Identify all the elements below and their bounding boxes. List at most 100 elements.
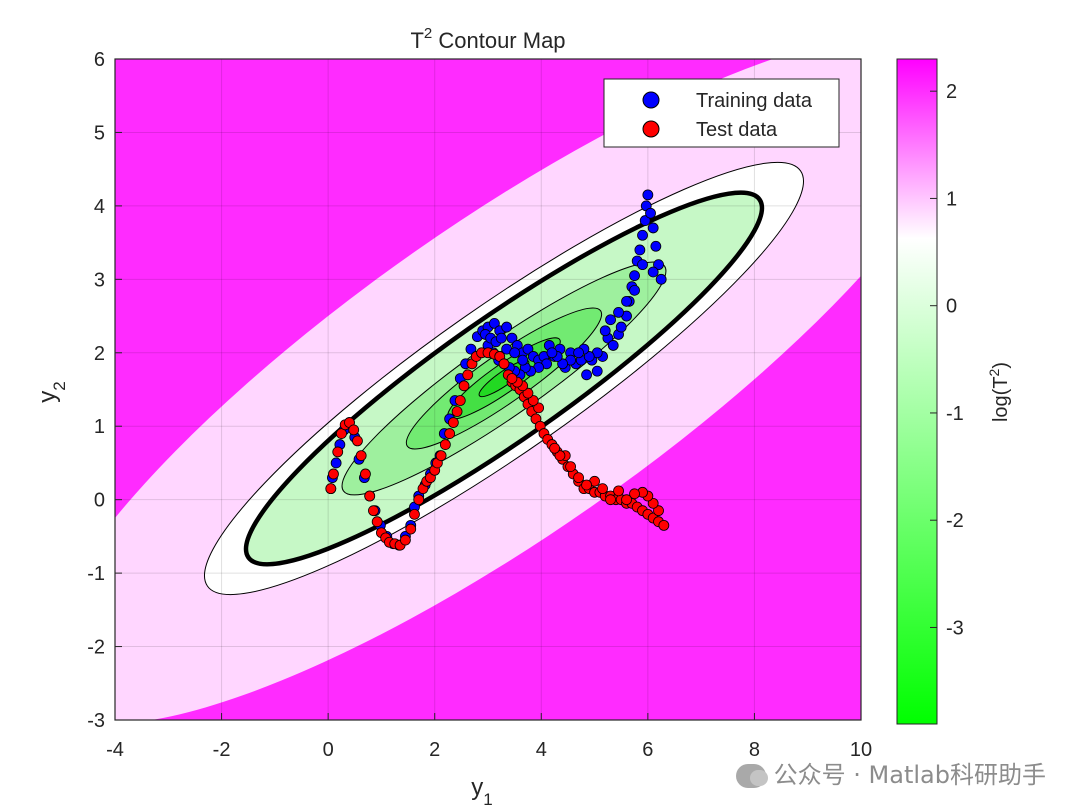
colorbar-tick-labels: 2 1 0 -1 -2 -3: [930, 81, 964, 639]
colorbar-tick-label: 1: [946, 188, 957, 210]
y-tick-label: -2: [87, 637, 105, 659]
test-point: [549, 442, 561, 454]
test-point: [522, 387, 534, 399]
legend-box: [603, 78, 840, 148]
y-tick-label: 4: [94, 196, 105, 218]
test-point: [658, 519, 670, 531]
training-point: [599, 325, 611, 337]
series-test: [325, 347, 670, 551]
test-point: [352, 435, 363, 447]
test-point: [613, 485, 624, 497]
test-point: [444, 428, 456, 439]
test-point: [653, 505, 664, 517]
title-superscript: 2: [424, 25, 432, 42]
x-tick-labels: -4 -2 0 2 4 6 8 10: [106, 739, 872, 761]
training-point: [506, 332, 518, 344]
legend-label-test: Test data: [696, 119, 778, 141]
test-point: [332, 446, 344, 458]
test-point: [573, 472, 584, 484]
test-point: [371, 516, 383, 528]
watermark: 公众号 · Matlab科研助手: [735, 755, 1046, 790]
y-tick-label: 5: [94, 122, 105, 144]
training-point: [650, 240, 662, 252]
test-point: [413, 494, 425, 506]
test-point: [458, 380, 470, 392]
test-point: [581, 479, 592, 491]
test-point: [328, 468, 339, 480]
training-point: [605, 314, 616, 326]
test-point: [405, 523, 417, 535]
training-point: [613, 306, 624, 318]
training-point: [642, 189, 654, 201]
y-tick-label: 6: [94, 49, 105, 71]
training-point: [634, 244, 646, 256]
y-tick-label: 3: [94, 269, 105, 291]
axes-box: [114, 58, 862, 721]
training-point: [517, 354, 529, 366]
y-axis-label-subscript: 2: [50, 381, 69, 390]
training-point: [629, 284, 640, 296]
legend-label-training: Training data: [696, 90, 813, 112]
title-main: T: [410, 28, 423, 53]
x-tick-label: -4: [106, 739, 124, 761]
y-tick-label: 2: [94, 343, 105, 365]
test-point: [565, 461, 576, 473]
training-point: [621, 295, 632, 307]
chart-title: T2 Contour Map: [410, 25, 565, 53]
wechat-icon: [735, 764, 768, 788]
test-point: [409, 508, 420, 520]
y-tick-label: -3: [87, 710, 105, 732]
y-tick-labels: -3 -2 -1 0 1 2 3 4 5 6: [87, 49, 105, 732]
x-axis-label-subscript: 1: [483, 790, 492, 809]
colorbar-tick-label: -1: [946, 403, 964, 425]
colorbar-label: log(T2): [986, 362, 1012, 422]
test-point: [368, 505, 379, 517]
training-point: [465, 343, 477, 355]
test-point: [533, 402, 545, 414]
y-axis-label: y2: [34, 381, 69, 402]
legend-marker-test: [642, 120, 660, 138]
training-point: [639, 215, 651, 226]
test-point: [360, 468, 371, 480]
test-point: [451, 406, 463, 417]
grid: [114, 58, 862, 721]
x-tick-label: 4: [536, 739, 547, 761]
plot-area: -4 -2 0 2 4 6 8 10 -3 -2 -1 0 1 2 3 4 5 6: [87, 49, 872, 761]
training-point: [509, 347, 521, 359]
training-point: [647, 266, 659, 278]
test-point: [554, 450, 566, 462]
test-point: [325, 483, 337, 495]
x-tick-label: -2: [213, 739, 231, 761]
training-point: [629, 270, 640, 282]
title-rest: Contour Map: [432, 28, 565, 53]
test-point: [506, 373, 518, 384]
training-point: [615, 321, 627, 333]
training-point: [581, 369, 592, 381]
training-point: [495, 332, 507, 344]
watermark-text: 公众号 · Matlab科研助手: [773, 761, 1046, 789]
test-point: [629, 488, 640, 500]
test-point: [435, 450, 447, 462]
colorbar-tick-label: -2: [946, 510, 964, 532]
test-point: [355, 450, 367, 462]
x-tick-label: 0: [323, 739, 334, 761]
training-point: [488, 317, 500, 329]
test-point: [621, 494, 632, 506]
test-point: [454, 395, 466, 406]
test-point: [498, 358, 510, 370]
training-point: [637, 229, 648, 241]
training-point: [655, 273, 667, 285]
colorbar-label-superscript: 2: [986, 368, 1002, 376]
training-point: [501, 321, 513, 333]
training-point: [607, 340, 619, 351]
legend: Training data Test data: [603, 78, 840, 148]
training-point: [546, 347, 558, 359]
colorbar-tick-label: 2: [946, 81, 957, 103]
test-point: [364, 490, 376, 502]
test-point: [597, 483, 608, 495]
colorbar: 2 1 0 -1 -2 -3 log(T2): [896, 58, 1012, 725]
test-point: [527, 395, 539, 406]
test-point: [462, 369, 474, 381]
test-point: [400, 534, 411, 546]
